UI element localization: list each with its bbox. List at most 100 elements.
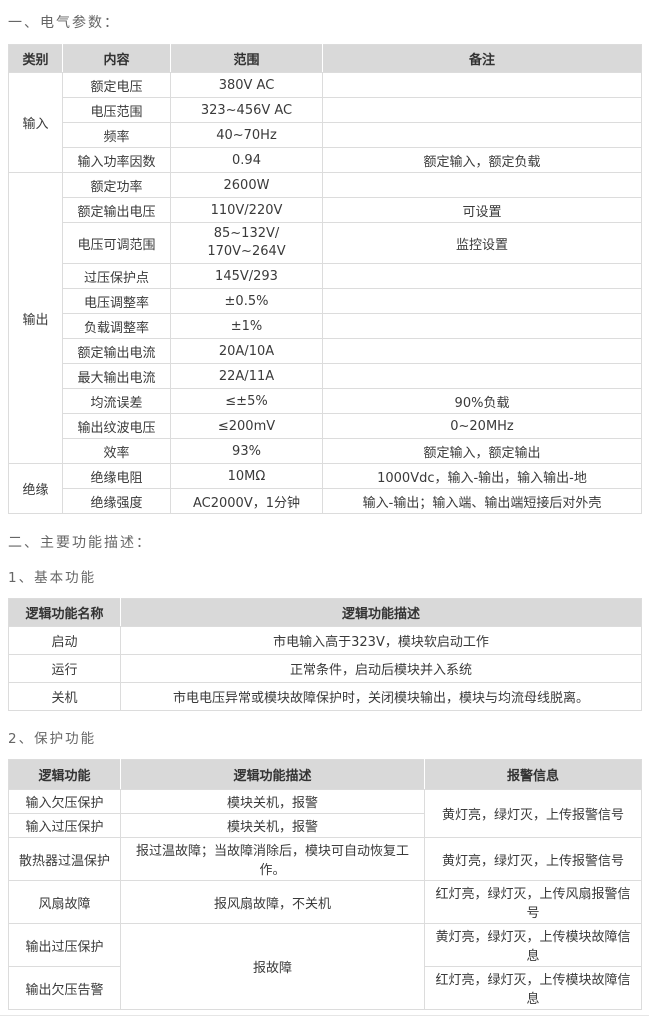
cell-note — [322, 72, 642, 98]
electrical-params-table: 类别 内容 范围 备注 输入 额定电压 380V AC 电压范围 323~456… — [8, 44, 642, 514]
basic-functions-table: 逻辑功能名称 逻辑功能描述 启动 市电输入高于323V，模块软启动工作 运行 正… — [8, 598, 642, 711]
cell-range: ≤200mV — [170, 413, 323, 439]
table-row: 负载调整率 ±1% — [9, 313, 642, 339]
cell-note: 额定输入，额定输出 — [322, 438, 642, 464]
cell-function-name: 输出过压保护 — [8, 923, 121, 967]
table-row: 电压范围 323~456V AC — [9, 97, 642, 123]
cell-function-name: 关机 — [8, 682, 121, 711]
cell-item: 输入功率因数 — [62, 147, 171, 173]
category-output: 输出 — [8, 172, 63, 464]
table-row: 关机 市电电压异常或模块故障保护时，关闭模块输出，模块与均流母线脱离。 — [8, 682, 642, 711]
cell-function-name: 输入过压保护 — [8, 813, 121, 838]
table-header-row: 类别 内容 范围 备注 — [8, 44, 642, 73]
cell-function-name: 输入欠压保护 — [8, 789, 121, 814]
cell-function-desc: 报故障 — [120, 923, 425, 1010]
cell-item: 额定电压 — [62, 72, 171, 98]
cell-function-desc: 报过温故障；当故障消除后，模块可自动恢复工作。 — [120, 837, 425, 881]
cell-note — [322, 263, 642, 289]
category-insulation: 绝缘 — [8, 463, 63, 514]
cell-alarm-info: 红灯亮，绿灯灭，上传风扇报警信号 — [424, 880, 642, 924]
cell-item: 均流误差 — [62, 388, 171, 414]
cell-note: 0~20MHz — [322, 413, 642, 439]
cell-item: 最大输出电流 — [62, 363, 171, 389]
cell-item: 绝缘强度 — [62, 488, 171, 514]
table-row: 输出 额定功率 2600W — [8, 172, 642, 464]
header-logic-desc: 逻辑功能描述 — [120, 598, 642, 627]
table-row: 绝缘强度 AC2000V，1分钟 输入-输出；输入端、输出端短接后对外壳 — [9, 488, 642, 514]
cell-range: ≤±5% — [170, 388, 323, 414]
table-row: 过压保护点 145V/293 — [9, 263, 642, 289]
cell-item: 额定功率 — [62, 172, 171, 198]
cell-note — [322, 172, 642, 198]
cell-function-name: 风扇故障 — [8, 880, 121, 924]
cell-item: 绝缘电阻 — [62, 463, 171, 489]
cell-note: 90%负载 — [322, 388, 642, 414]
table-row: 运行 正常条件，启动后模块并入系统 — [8, 654, 642, 683]
cell-alarm-info: 黄灯亮，绿灯灭，上传报警信号 — [424, 789, 642, 838]
cell-alarm-info: 黄灯亮，绿灯灭，上传模块故障信息 — [424, 923, 642, 967]
cell-alarm-info: 黄灯亮，绿灯灭，上传报警信号 — [424, 837, 642, 881]
cell-note: 可设置 — [322, 197, 642, 223]
category-input: 输入 — [8, 72, 63, 173]
cell-item: 负载调整率 — [62, 313, 171, 339]
subsection-title-basic-functions: 1、基本功能 — [8, 570, 97, 586]
cell-function-name: 散热器过温保护 — [8, 837, 121, 881]
cell-function-desc: 正常条件，启动后模块并入系统 — [120, 654, 642, 683]
protection-functions-table: 逻辑功能 逻辑功能描述 报警信息 输入欠压保护 模块关机，报警 黄灯亮，绿灯灭，… — [8, 759, 642, 1010]
header-content: 内容 — [62, 44, 171, 73]
cell-range: 85~132V/ 170V~264V — [170, 222, 323, 264]
cell-alarm-info: 红灯亮，绿灯灭，上传模块故障信息 — [424, 966, 642, 1010]
cell-function-desc: 市电输入高于323V，模块软启动工作 — [120, 626, 642, 655]
cell-function-desc: 报风扇故障，不关机 — [120, 880, 425, 924]
cell-item: 电压可调范围 — [62, 222, 171, 264]
table-row: 启动 市电输入高于323V，模块软启动工作 — [8, 626, 642, 655]
cell-function-name: 运行 — [8, 654, 121, 683]
subsection-title-protection-functions: 2、保护功能 — [8, 731, 97, 747]
cell-range: 40~70Hz — [170, 122, 323, 148]
cell-range: 0.94 — [170, 147, 323, 173]
header-remark: 备注 — [322, 44, 642, 73]
header-logic-function: 逻辑功能 — [8, 759, 121, 790]
cell-range: 145V/293 — [170, 263, 323, 289]
table-row: 输出纹波电压 ≤200mV 0~20MHz — [9, 413, 642, 439]
cell-note — [322, 363, 642, 389]
cell-range: 323~456V AC — [170, 97, 323, 123]
table-row: 额定输出电流 20A/10A — [9, 338, 642, 364]
header-range: 范围 — [170, 44, 323, 73]
header-logic-name: 逻辑功能名称 — [8, 598, 121, 627]
cell-function-name: 启动 — [8, 626, 121, 655]
cell-function-desc: 模块关机，报警 — [120, 789, 425, 814]
cell-range: 20A/10A — [170, 338, 323, 364]
table-row: 输入功率因数 0.94 额定输入，额定负载 — [9, 147, 642, 173]
cell-item: 电压调整率 — [62, 288, 171, 314]
cell-range: AC2000V，1分钟 — [170, 488, 323, 514]
cell-note — [322, 338, 642, 364]
cell-item: 额定输出电压 — [62, 197, 171, 223]
cell-note — [322, 97, 642, 123]
cell-range: ±0.5% — [170, 288, 323, 314]
table-row: 风扇故障 报风扇故障，不关机 红灯亮，绿灯灭，上传风扇报警信号 — [8, 880, 642, 924]
cell-note: 1000Vdc，输入-输出，输入输出-地 — [322, 463, 642, 489]
cell-item: 输出纹波电压 — [62, 413, 171, 439]
table-row: 效率 93% 额定输入，额定输出 — [9, 438, 642, 464]
cell-note: 输入-输出；输入端、输出端短接后对外壳 — [322, 488, 642, 514]
cell-note — [322, 288, 642, 314]
table-row: 电压调整率 ±0.5% — [9, 288, 642, 314]
cell-item: 额定输出电流 — [62, 338, 171, 364]
cell-range: 110V/220V — [170, 197, 323, 223]
table-row: 均流误差 ≤±5% 90%负载 — [9, 388, 642, 414]
table-row: 额定输出电压 110V/220V 可设置 — [9, 197, 642, 223]
cell-range: 93% — [170, 438, 323, 464]
header-logic-desc: 逻辑功能描述 — [120, 759, 425, 790]
cell-function-desc: 市电电压异常或模块故障保护时，关闭模块输出，模块与均流母线脱离。 — [120, 682, 642, 711]
table-row: 输出过压保护 报故障 黄灯亮，绿灯灭，上传模块故障信息 — [8, 923, 642, 1010]
table-header-row: 逻辑功能名称 逻辑功能描述 — [8, 598, 642, 627]
table-row: 频率 40~70Hz — [9, 122, 642, 148]
header-category: 类别 — [8, 44, 63, 73]
cell-item: 电压范围 — [62, 97, 171, 123]
section-title-electrical-params: 一、电气参数： — [8, 15, 120, 31]
table-header-row: 逻辑功能 逻辑功能描述 报警信息 — [8, 759, 642, 790]
cell-range: ±1% — [170, 313, 323, 339]
section-title-main-functions: 二、主要功能描述： — [8, 535, 152, 551]
